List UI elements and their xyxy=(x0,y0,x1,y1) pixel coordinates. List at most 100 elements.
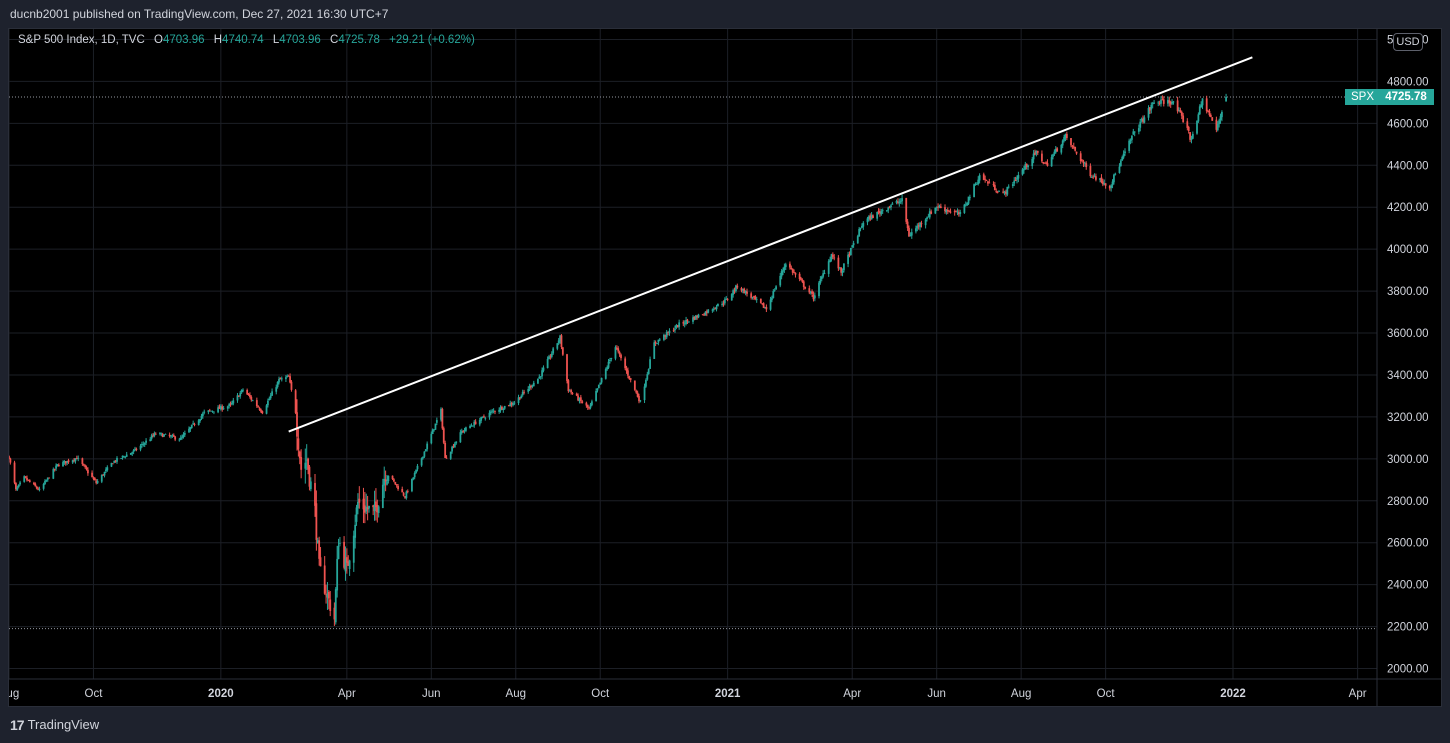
candle-body xyxy=(1056,148,1059,152)
candle-body xyxy=(459,432,462,443)
candle-body xyxy=(411,478,413,492)
candle-body xyxy=(1180,112,1183,116)
candle-body xyxy=(557,340,560,344)
candle-body xyxy=(42,483,45,489)
candle-body xyxy=(489,411,492,414)
candle-body xyxy=(743,288,746,294)
candle-body xyxy=(236,395,239,401)
currency-button[interactable]: USD xyxy=(1393,33,1423,51)
candle-body xyxy=(1075,151,1078,154)
candle-body xyxy=(67,460,70,463)
candle-body xyxy=(1190,138,1193,140)
candle-body xyxy=(27,479,30,481)
candle-body xyxy=(210,410,213,412)
candle-body xyxy=(717,303,719,307)
candle-body xyxy=(930,211,933,214)
candle-body xyxy=(869,215,872,220)
candle-body xyxy=(1074,146,1077,151)
candle-body xyxy=(336,558,339,591)
candle-body xyxy=(17,484,20,488)
candle-body xyxy=(813,295,816,299)
candle-body xyxy=(773,290,776,292)
candle-body xyxy=(1007,186,1010,188)
candle-body xyxy=(1149,107,1151,111)
candle-body xyxy=(412,477,415,480)
candle-body xyxy=(384,479,387,482)
candle-body xyxy=(422,456,424,459)
candle-body xyxy=(393,479,395,482)
candle-body xyxy=(1093,175,1096,177)
candle-body xyxy=(1041,153,1043,162)
candle-body xyxy=(585,402,588,406)
candle-body xyxy=(509,403,512,407)
candle-body xyxy=(217,407,219,413)
candle-body xyxy=(917,225,920,227)
candle-body xyxy=(1101,181,1104,185)
candle-body xyxy=(967,196,970,204)
candle-body xyxy=(1061,140,1064,146)
low-label: L xyxy=(272,34,280,46)
candle-body xyxy=(1110,185,1113,188)
candle-body xyxy=(654,341,657,344)
time-tick-label: Aug xyxy=(9,688,19,700)
candle-body xyxy=(1053,151,1056,155)
candle-body xyxy=(139,445,142,450)
publisher-line: ducnb2001 published on TradingView.com, … xyxy=(10,7,389,21)
candle-body xyxy=(1100,177,1103,183)
candle-body xyxy=(34,483,37,487)
candle-body xyxy=(676,325,679,328)
candle-body xyxy=(345,557,348,563)
candle-body xyxy=(480,417,483,421)
candle-body xyxy=(404,496,406,498)
candle-body xyxy=(843,263,845,271)
candle-body xyxy=(635,390,638,393)
candle-body xyxy=(926,217,928,220)
candle-body xyxy=(657,339,660,343)
candle-body xyxy=(395,484,398,486)
open-label: O xyxy=(154,34,163,46)
candle-body xyxy=(365,506,368,512)
candle-body xyxy=(944,207,946,212)
candle-body xyxy=(656,343,658,344)
candle-body xyxy=(532,382,535,387)
candle-body xyxy=(218,406,221,409)
candle-body xyxy=(1013,180,1016,184)
candle-body xyxy=(111,463,114,465)
candle-body xyxy=(1014,179,1017,181)
candle-body xyxy=(95,480,98,484)
candle-body xyxy=(63,461,66,463)
candle-body xyxy=(15,483,17,490)
trendline[interactable] xyxy=(288,56,1253,433)
candle-body xyxy=(1065,133,1068,139)
time-tick-label: 2020 xyxy=(208,688,234,700)
candle-body xyxy=(701,314,704,316)
candle-body xyxy=(945,209,948,213)
candle-body xyxy=(1198,106,1201,115)
candle-body xyxy=(539,376,542,378)
candle-body xyxy=(174,436,177,440)
candle-body xyxy=(1108,185,1111,189)
candle-body xyxy=(24,476,27,478)
candle-body xyxy=(735,285,737,292)
candle-body xyxy=(859,228,862,229)
tradingview-logo-icon: 17 xyxy=(10,717,25,733)
footer-brand[interactable]: 17 TradingView xyxy=(10,715,99,735)
candle-body xyxy=(221,406,224,410)
candle-body xyxy=(287,375,290,377)
candle-body xyxy=(885,210,888,212)
chart-panel[interactable]: 2000.00 2200.00 2400.00 2600.00 2800.00 3000.… xyxy=(8,28,1442,707)
candle-body xyxy=(1113,174,1115,183)
candle-body xyxy=(771,297,773,301)
candle-body xyxy=(924,219,927,226)
candle-body xyxy=(46,477,49,480)
candle-body xyxy=(629,378,632,380)
candle-body xyxy=(628,376,631,379)
price-chart[interactable]: 2000.00 2200.00 2400.00 2600.00 2800.00 3000.… xyxy=(9,29,1441,706)
candle-body xyxy=(668,330,671,333)
candle-body xyxy=(895,201,898,203)
candle-body xyxy=(426,443,429,450)
candle-body xyxy=(347,561,350,566)
candle-body xyxy=(820,276,823,280)
candle-body xyxy=(190,424,193,428)
candle-body xyxy=(455,441,458,444)
